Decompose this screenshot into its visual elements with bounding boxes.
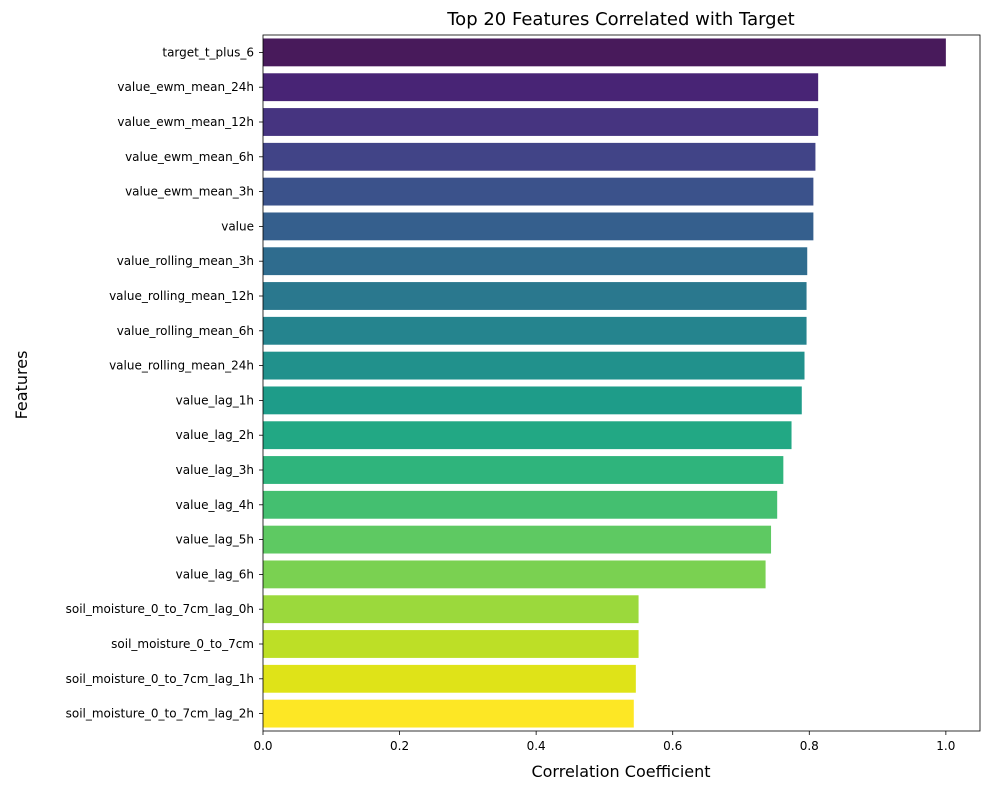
bar-value_rolling_mean_3h — [263, 247, 808, 276]
x-axis-label: Correlation Coefficient — [531, 762, 710, 781]
y-tick-label: soil_moisture_0_to_7cm — [111, 637, 254, 651]
x-tick-label: 1.0 — [936, 739, 955, 753]
bar-value_lag_2h — [263, 421, 792, 450]
bar-value_lag_3h — [263, 456, 784, 484]
bar-value_lag_6h — [263, 560, 766, 589]
x-tick-label: 0.2 — [390, 739, 409, 753]
plot-area: target_t_plus_6 value_ewm_mean_24h value_e… — [66, 34, 981, 753]
y-tick-label: value_ewm_mean_3h — [125, 185, 254, 199]
y-tick-label: value_ewm_mean_24h — [117, 80, 254, 94]
bar-value_lag_4h — [263, 490, 778, 519]
y-tick-label: value_rolling_mean_6h — [117, 324, 254, 338]
y-tick-label: target_t_plus_6 — [162, 45, 254, 59]
y-tick-label: value_ewm_mean_12h — [117, 115, 254, 129]
axes-frame — [262, 34, 981, 732]
y-tick-label: value_lag_4h — [176, 498, 254, 512]
x-tick-label: 0.8 — [800, 739, 819, 753]
bar-value_ewm_mean_3h — [263, 177, 814, 206]
bar-soil_moisture_0_to_7cm_lag_1h — [263, 664, 636, 693]
bar-target_t_plus_6 — [263, 38, 946, 67]
bar-soil_moisture_0_to_7cm_lag_0h — [263, 595, 639, 624]
bar-value_rolling_mean_12h — [263, 282, 807, 310]
y-tick-label: value_lag_2h — [176, 428, 254, 442]
bar-value_rolling_mean_6h — [263, 316, 807, 345]
y-tick-label: soil_moisture_0_to_7cm_lag_0h — [66, 602, 254, 616]
y-tick-label: value_rolling_mean_12h — [109, 289, 254, 303]
y-tick-label: value_lag_3h — [176, 463, 254, 477]
x-tick-label: 0.0 — [253, 739, 272, 753]
y-tick-label: value_rolling_mean_3h — [117, 254, 254, 268]
bar-value_lag_1h — [263, 386, 802, 415]
bar-value_rolling_mean_24h — [263, 351, 805, 380]
y-tick-label: soil_moisture_0_to_7cm_lag_1h — [66, 672, 254, 686]
chart-title: Top 20 Features Correlated with Target — [446, 9, 795, 30]
bar-value_ewm_mean_12h — [263, 108, 819, 136]
y-tick-label: value_lag_5h — [176, 533, 254, 547]
y-tick-label: soil_moisture_0_to_7cm_lag_2h — [66, 707, 254, 721]
x-tick-label: 0.6 — [663, 739, 682, 753]
y-axis-label: Features — [12, 351, 31, 420]
y-tick-label: value_lag_1h — [176, 393, 254, 407]
bar-soil_moisture_0_to_7cm — [263, 630, 639, 658]
bar-value_lag_5h — [263, 525, 772, 554]
bar-value — [263, 212, 814, 241]
y-tick-label: value_lag_6h — [176, 567, 254, 581]
x-tick-label: 0.4 — [527, 739, 546, 753]
y-tick-label: value_rolling_mean_24h — [109, 359, 254, 373]
bar-soil_moisture_0_to_7cm_lag_2h — [263, 699, 634, 728]
y-tick-label: value — [221, 219, 254, 233]
bar-value_ewm_mean_6h — [263, 142, 816, 171]
bar-value_ewm_mean_24h — [263, 73, 819, 102]
y-tick-label: value_ewm_mean_6h — [125, 150, 254, 164]
